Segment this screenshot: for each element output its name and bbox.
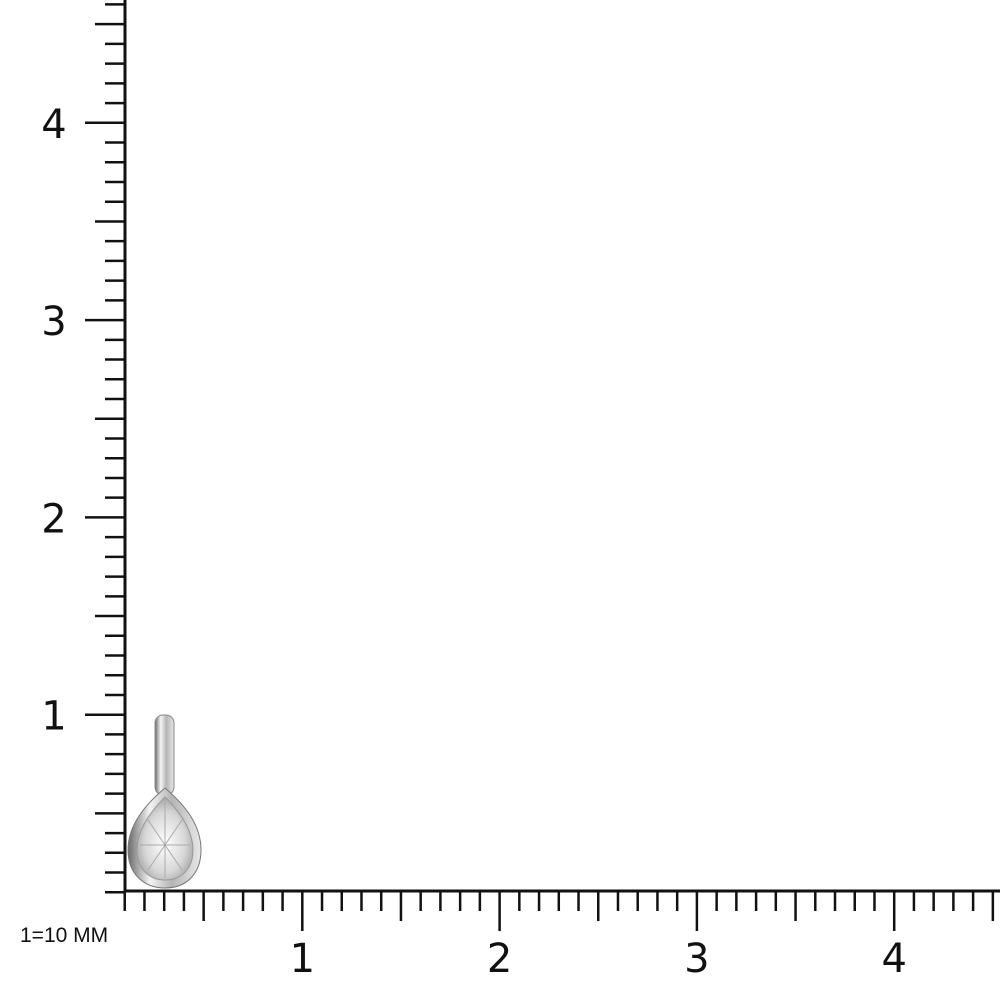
y-tick-label: 4 [41,102,66,148]
y-tick-label: 2 [41,496,66,542]
scale-note: 1=10 MM [20,924,109,947]
x-tick-label: 4 [881,936,906,982]
pendant-bail [154,714,175,796]
y-tick-label: 1 [41,694,66,740]
x-tick-label: 3 [684,936,709,982]
y-tick-label: 3 [41,299,66,345]
x-tick-label: 2 [487,936,512,982]
x-tick-label: 1 [290,936,315,982]
